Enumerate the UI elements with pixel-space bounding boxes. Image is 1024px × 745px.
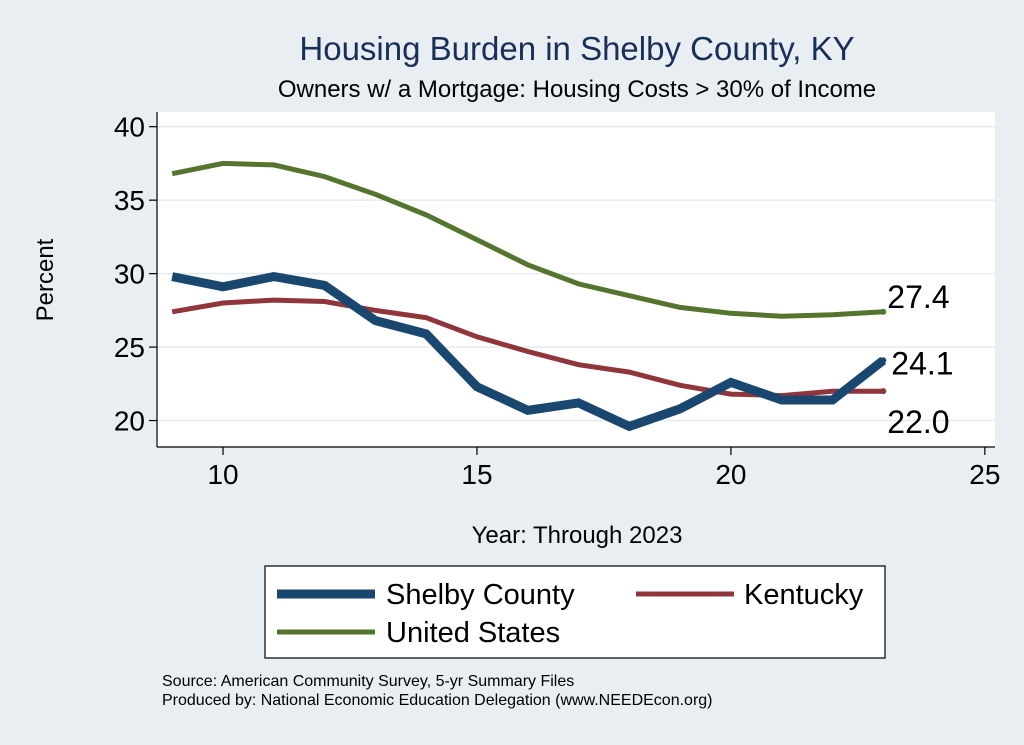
x-tick-label-25: 25 bbox=[969, 459, 1000, 490]
series-endpoint-shelby-county bbox=[880, 357, 887, 364]
x-tick-label-15: 15 bbox=[461, 459, 492, 490]
y-tick-label-25: 25 bbox=[114, 332, 145, 363]
legend: Shelby County Kentucky United States bbox=[264, 565, 886, 659]
series-line-united-states bbox=[171, 160, 884, 319]
y-tick-label-40: 40 bbox=[114, 112, 145, 143]
chart-title: Housing Burden in Shelby County, KY bbox=[299, 30, 854, 67]
series-endpoint-kentucky bbox=[880, 388, 887, 395]
y-tick-label-35: 35 bbox=[114, 185, 145, 216]
x-tick-label-20: 20 bbox=[715, 459, 746, 490]
legend-label-shelby: Shelby County bbox=[386, 579, 575, 611]
end-labels: 24.1 22.0 27.4 bbox=[887, 279, 953, 440]
x-tick-label-10: 10 bbox=[207, 459, 238, 490]
series-endpoint-united-states bbox=[880, 308, 887, 315]
producer-note: Produced by: National Economic Education… bbox=[162, 692, 713, 709]
end-label-united-states: 27.4 bbox=[887, 279, 949, 315]
grid-lines bbox=[157, 125, 995, 422]
chart-subtitle: Owners w/ a Mortgage: Housing Costs > 30… bbox=[278, 76, 876, 103]
legend-label-kentucky: Kentucky bbox=[744, 579, 864, 611]
y-tick-label-20: 20 bbox=[114, 406, 145, 437]
end-label-kentucky: 22.0 bbox=[887, 404, 949, 440]
end-label-shelby-county: 24.1 bbox=[891, 345, 953, 381]
series-layer bbox=[171, 160, 887, 432]
y-tick-label-30: 30 bbox=[114, 259, 145, 290]
source-note: Source: American Community Survey, 5-yr … bbox=[162, 673, 575, 690]
series-line-shelby-county bbox=[171, 272, 887, 432]
x-axis-label: Year: Through 2023 bbox=[472, 522, 683, 549]
axes: 20 25 30 35 40 10 15 20 25 bbox=[114, 112, 1001, 490]
y-axis-label: Percent bbox=[32, 238, 59, 321]
legend-box bbox=[264, 565, 886, 659]
legend-label-us: United States bbox=[386, 617, 560, 649]
